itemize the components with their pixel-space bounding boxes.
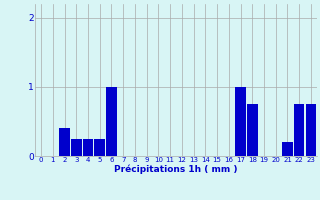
- X-axis label: Précipitations 1h ( mm ): Précipitations 1h ( mm ): [114, 165, 238, 174]
- Bar: [71, 139, 82, 156]
- Bar: [247, 104, 258, 156]
- Bar: [235, 87, 246, 156]
- Bar: [306, 104, 316, 156]
- Bar: [294, 104, 305, 156]
- Bar: [106, 87, 117, 156]
- Bar: [83, 139, 93, 156]
- Bar: [282, 142, 293, 156]
- Bar: [59, 128, 70, 156]
- Bar: [94, 139, 105, 156]
